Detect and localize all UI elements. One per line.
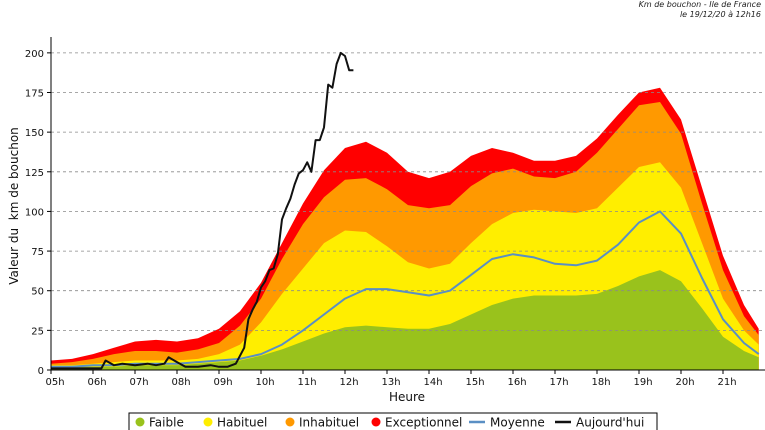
legend-item-habituel: Habituel bbox=[203, 416, 267, 430]
x-tick-label-20: 20h bbox=[675, 377, 694, 388]
legend-item-exceptionnel: Exceptionnel bbox=[371, 416, 462, 430]
legend-label: Habituel bbox=[217, 416, 267, 430]
x-tick-label-17: 17h bbox=[549, 377, 568, 388]
legend-swatch bbox=[203, 417, 213, 427]
header-date-note: le 19/12/20 à 12h16 bbox=[679, 10, 761, 19]
x-tick-label-10: 10h bbox=[255, 377, 274, 388]
legend: Faible Habituel Inhabituel Exceptionnel Moye… bbox=[128, 412, 658, 430]
x-axis-label: Heure bbox=[389, 390, 425, 404]
legend-label: Faible bbox=[149, 416, 184, 430]
band-faible bbox=[51, 270, 759, 370]
y-tick-label-100: 100 bbox=[25, 207, 44, 218]
x-tick-label-14: 14h bbox=[423, 377, 442, 388]
legend-item-moyenne: Moyenne bbox=[469, 416, 545, 430]
y-tick-label-125: 125 bbox=[25, 168, 44, 179]
x-tick-label-12: 12h bbox=[339, 377, 358, 388]
y-tick-label-150: 150 bbox=[25, 128, 44, 139]
line-aujourdhui bbox=[51, 51, 354, 370]
y-tick-label-25: 25 bbox=[31, 326, 44, 337]
x-tick-label-21: 21h bbox=[717, 377, 736, 388]
x-tick-label-11: 11h bbox=[297, 377, 316, 388]
x-tick-label-13: 13h bbox=[381, 377, 400, 388]
legend-label: Exceptionnel bbox=[385, 416, 462, 430]
x-tick-label-18: 18h bbox=[591, 377, 610, 388]
grid-lines bbox=[51, 52, 765, 331]
line-moyenne bbox=[51, 210, 760, 368]
x-tick-label-9: 09h bbox=[213, 377, 232, 388]
area-bands bbox=[51, 87, 759, 370]
y-tick-label-200: 200 bbox=[25, 49, 44, 60]
legend-swatch bbox=[371, 417, 381, 427]
x-tick-label-5: 05h bbox=[45, 377, 64, 388]
x-tick-label-15: 15h bbox=[465, 377, 484, 388]
tick-labels: 0 25 50 75 100 125 150 175 200 05h 06h 07h 08h 09h 10h… bbox=[25, 49, 737, 388]
header-source-note: Km de bouchon - Ile de France bbox=[638, 0, 761, 9]
legend-swatch bbox=[135, 417, 145, 427]
y-axis-label: Valeur du km de bouchon bbox=[7, 127, 21, 285]
legend-label: Moyenne bbox=[490, 416, 545, 430]
series-lines bbox=[51, 51, 760, 370]
legend-label: Aujourd'hui bbox=[576, 416, 644, 430]
legend-swatch bbox=[285, 417, 295, 427]
x-tick-label-7: 07h bbox=[129, 377, 148, 388]
legend-item-aujourdhui: Aujourd'hui bbox=[555, 416, 644, 430]
y-tick-label-175: 175 bbox=[25, 89, 44, 100]
legend-box bbox=[128, 412, 658, 430]
legend-item-faible: Faible bbox=[135, 416, 184, 430]
legend-label: Inhabituel bbox=[299, 416, 359, 430]
x-tick-label-6: 06h bbox=[87, 377, 106, 388]
y-tick-label-0: 0 bbox=[38, 366, 44, 377]
y-tick-label-50: 50 bbox=[31, 287, 44, 298]
x-tick-label-16: 16h bbox=[507, 377, 526, 388]
y-tick-label-75: 75 bbox=[31, 247, 44, 258]
legend-item-inhabituel: Inhabituel bbox=[285, 416, 359, 430]
x-tick-label-19: 19h bbox=[633, 377, 652, 388]
x-tick-label-8: 08h bbox=[171, 377, 190, 388]
